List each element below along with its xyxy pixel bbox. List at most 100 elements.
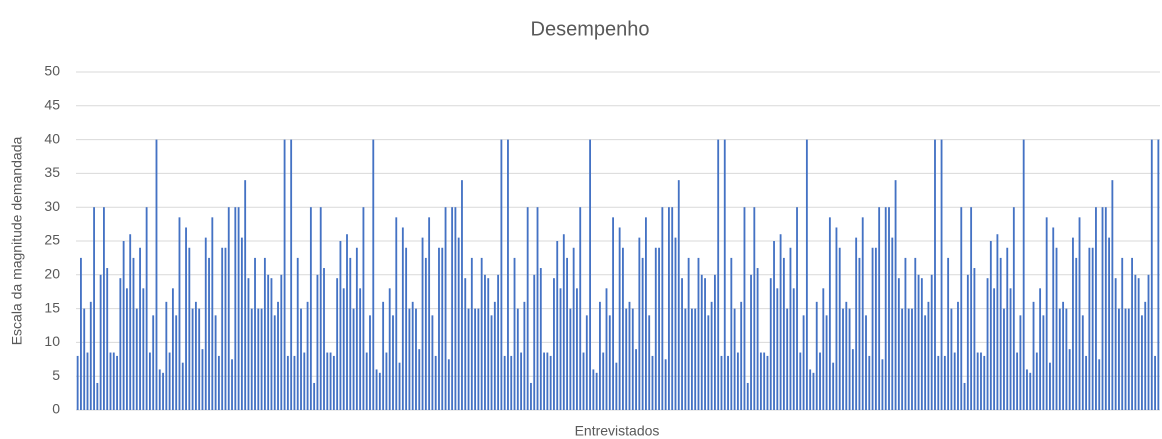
- bar: [1137, 278, 1140, 410]
- bar: [786, 308, 789, 410]
- bar: [191, 308, 194, 410]
- bar: [1026, 369, 1028, 410]
- bar: [667, 207, 670, 410]
- bar: [1065, 308, 1068, 410]
- bar: [273, 315, 276, 410]
- bar: [116, 355, 118, 410]
- bar: [681, 278, 683, 410]
- bar: [487, 278, 490, 410]
- bar: [953, 352, 956, 410]
- bar: [924, 315, 927, 410]
- bar: [957, 301, 959, 410]
- bar: [234, 207, 237, 410]
- bar: [1157, 139, 1160, 410]
- y-tick-label: 25: [44, 232, 60, 248]
- bar: [733, 308, 736, 410]
- bar: [615, 362, 618, 410]
- bar: [878, 207, 881, 410]
- bar: [901, 308, 904, 410]
- bar: [1150, 139, 1153, 410]
- y-axis-label: Escala da magnitude demandada: [9, 136, 25, 345]
- bar: [1141, 315, 1143, 410]
- bar: [214, 315, 217, 410]
- bar: [336, 278, 339, 410]
- bar: [221, 247, 224, 410]
- bar: [1134, 274, 1137, 410]
- bar: [388, 288, 391, 410]
- bar: [631, 308, 634, 410]
- bar: [855, 237, 858, 410]
- bar: [431, 315, 434, 410]
- bar: [592, 369, 595, 410]
- bar: [556, 241, 559, 410]
- bar: [782, 257, 785, 410]
- bar: [464, 278, 467, 410]
- bar: [1003, 308, 1005, 410]
- bar: [1022, 139, 1025, 410]
- bar: [848, 308, 851, 410]
- bar: [119, 278, 122, 410]
- bar: [717, 139, 720, 410]
- bar: [198, 308, 201, 410]
- bar: [277, 301, 279, 410]
- bar: [1029, 372, 1032, 410]
- bar: [139, 247, 141, 410]
- bar: [687, 257, 690, 410]
- bar: [635, 349, 637, 410]
- bar: [943, 355, 946, 410]
- bar: [516, 308, 519, 410]
- bar: [539, 268, 542, 410]
- bar: [454, 207, 457, 410]
- bar: [405, 247, 408, 410]
- bar: [470, 257, 473, 410]
- bar: [579, 207, 582, 410]
- bar: [490, 315, 493, 410]
- bar: [378, 372, 381, 410]
- bar: [89, 301, 92, 410]
- bar: [1091, 247, 1094, 410]
- bar: [497, 274, 500, 410]
- y-tick-label: 10: [44, 333, 60, 349]
- bar: [346, 234, 348, 410]
- bar: [851, 349, 854, 410]
- bar: [917, 274, 920, 410]
- bar: [858, 257, 861, 410]
- bar: [671, 207, 674, 410]
- bar: [267, 274, 270, 410]
- bar: [257, 308, 260, 410]
- bar: [188, 247, 191, 410]
- bar: [237, 207, 240, 410]
- bar: [132, 257, 135, 410]
- bar: [339, 241, 342, 410]
- bar: [503, 355, 506, 410]
- bar: [142, 288, 145, 410]
- bar: [1019, 315, 1022, 410]
- bar: [796, 207, 798, 410]
- bar: [263, 257, 266, 410]
- bar: [122, 241, 125, 410]
- bar: [513, 257, 516, 410]
- bar: [270, 278, 273, 410]
- bar: [628, 301, 631, 410]
- bar: [467, 308, 470, 410]
- bar: [819, 352, 821, 410]
- bar: [1081, 315, 1084, 410]
- bar: [907, 308, 910, 410]
- bar: [572, 247, 575, 410]
- bar: [743, 207, 746, 410]
- bar: [401, 227, 404, 410]
- bar: [329, 352, 332, 410]
- bar: [884, 207, 887, 410]
- bar: [713, 274, 716, 410]
- bar: [441, 247, 444, 410]
- bar: [1058, 308, 1061, 410]
- bar: [1108, 237, 1111, 410]
- bar: [973, 268, 976, 410]
- bar: [1075, 257, 1078, 410]
- bar: [658, 247, 660, 410]
- bar: [181, 362, 184, 410]
- bar: [937, 355, 940, 410]
- bar: [480, 257, 483, 410]
- bar: [999, 257, 1002, 410]
- bar: [408, 308, 411, 410]
